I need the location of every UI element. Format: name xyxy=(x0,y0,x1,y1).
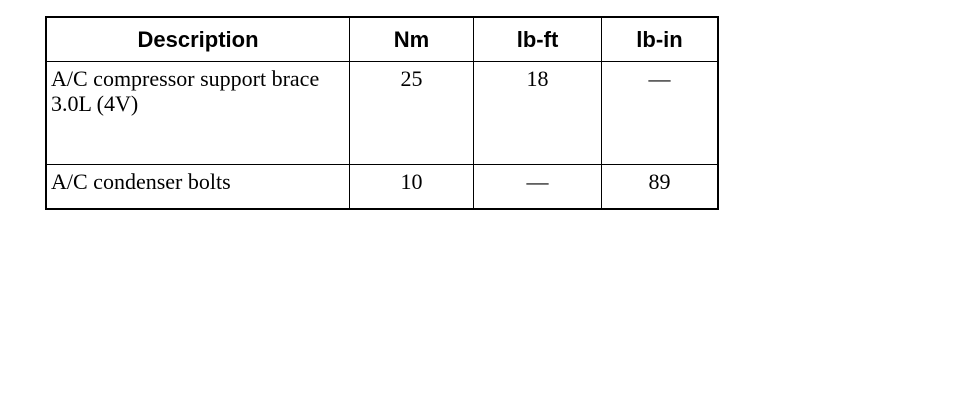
cell-nm: 10 xyxy=(349,164,474,210)
cell-nm: 25 xyxy=(349,61,474,165)
cell-lb-in: 89 xyxy=(601,164,719,210)
header-lb-ft: lb-ft xyxy=(473,16,602,62)
header-lb-in: lb-in xyxy=(601,16,719,62)
header-description: Description xyxy=(45,16,350,62)
cell-lb-in: — xyxy=(601,61,719,165)
header-nm: Nm xyxy=(349,16,474,62)
cell-lb-ft: 18 xyxy=(473,61,602,165)
cell-description: A/C condenser bolts xyxy=(45,164,350,210)
torque-spec-table: Description Nm lb-ft lb-in A/C compresso… xyxy=(45,16,719,210)
cell-lb-ft: — xyxy=(473,164,602,210)
cell-description: A/C compressor support brace 3.0L (4V) xyxy=(45,61,350,165)
header-row: Description Nm lb-ft lb-in xyxy=(45,16,719,62)
table-row: A/C condenser bolts 10 — 89 xyxy=(45,164,719,210)
table-row: A/C compressor support brace 3.0L (4V) 2… xyxy=(45,61,719,165)
